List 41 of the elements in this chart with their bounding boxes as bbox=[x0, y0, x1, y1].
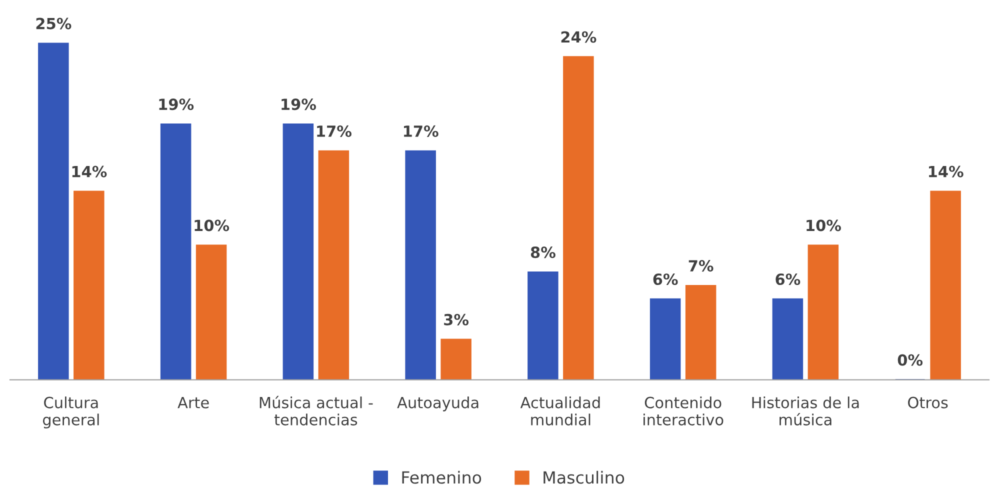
data-label: 14% bbox=[929, 166, 964, 178]
data-label: 6% bbox=[653, 273, 678, 286]
x-tick-label: Cultura general bbox=[42, 396, 99, 428]
bar bbox=[930, 190, 961, 380]
data-label: 24% bbox=[561, 31, 596, 43]
data-label: 14% bbox=[72, 166, 107, 178]
bar bbox=[196, 244, 227, 380]
x-tick-label: Otros bbox=[908, 396, 948, 408]
bar bbox=[282, 123, 314, 380]
legend-label: Masculino bbox=[544, 470, 624, 484]
data-label: 17% bbox=[317, 125, 352, 137]
data-label: 10% bbox=[806, 220, 841, 232]
x-tick-label: Música actual - tendencias bbox=[260, 396, 373, 426]
data-label: 0% bbox=[898, 354, 923, 366]
data-label: 10% bbox=[194, 220, 230, 232]
x-tick-label: Autoayuda bbox=[397, 396, 478, 412]
x-tick-label: Actualidad mundial bbox=[520, 396, 600, 426]
x-tick-label: Arte bbox=[178, 396, 209, 408]
bar bbox=[685, 284, 716, 380]
data-label: 25% bbox=[36, 18, 72, 30]
bar bbox=[160, 123, 192, 380]
bar bbox=[38, 42, 69, 380]
data-label: 8% bbox=[530, 246, 556, 258]
data-label: 6% bbox=[776, 273, 800, 286]
data-label: 7% bbox=[688, 260, 714, 272]
x-tick-label: Historias de la música bbox=[752, 396, 859, 426]
bar bbox=[772, 298, 804, 380]
data-label: 19% bbox=[159, 98, 194, 110]
x-tick-label: Contenido interactivo bbox=[644, 396, 724, 426]
bar bbox=[405, 150, 436, 380]
bar bbox=[74, 190, 104, 380]
bar bbox=[528, 271, 558, 380]
bar bbox=[440, 338, 472, 380]
bar bbox=[563, 56, 594, 380]
bar bbox=[318, 150, 350, 380]
data-label: 19% bbox=[282, 98, 316, 110]
data-label: 17% bbox=[404, 125, 438, 137]
bar bbox=[808, 244, 839, 380]
bar bbox=[650, 298, 681, 380]
data-label: 3% bbox=[444, 314, 469, 326]
legend-label: Femenino bbox=[402, 470, 482, 484]
